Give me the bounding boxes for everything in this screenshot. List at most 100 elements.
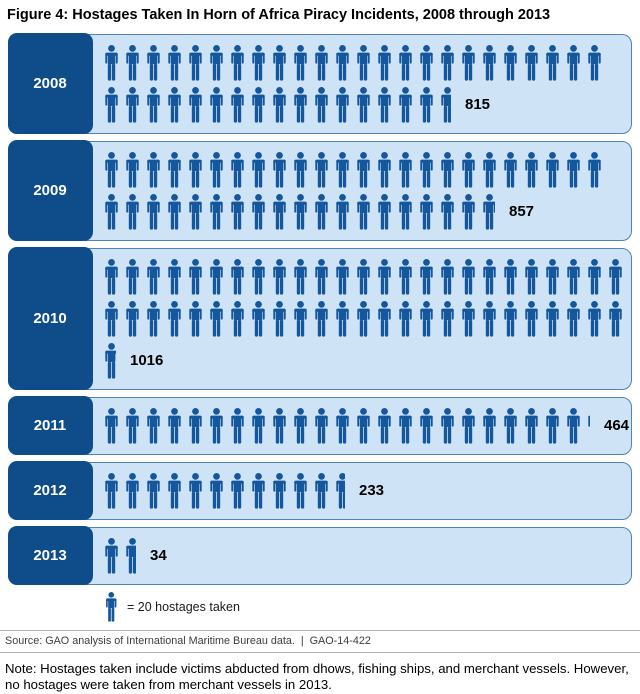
person-icon xyxy=(104,259,119,295)
person-icon xyxy=(356,408,371,444)
person-icon xyxy=(272,45,287,81)
person-icon xyxy=(104,301,119,337)
person-icon xyxy=(209,473,224,509)
person-icon xyxy=(251,194,266,230)
person-icon xyxy=(440,152,455,188)
person-icon xyxy=(398,301,413,337)
person-icon xyxy=(419,45,434,81)
person-icon xyxy=(125,408,140,444)
person-icon-partial xyxy=(104,343,116,379)
person-icon xyxy=(230,87,245,123)
year-label: 2013 xyxy=(8,526,93,585)
person-icon xyxy=(167,473,182,509)
person-icon xyxy=(167,194,182,230)
legend-label: = 20 hostages taken xyxy=(127,600,240,614)
person-icon xyxy=(209,259,224,295)
person-icon xyxy=(398,152,413,188)
person-icon xyxy=(209,152,224,188)
person-icon xyxy=(188,45,203,81)
person-icon xyxy=(209,45,224,81)
person-icon xyxy=(188,194,203,230)
icon-line xyxy=(104,152,623,188)
person-icon xyxy=(356,45,371,81)
person-icon xyxy=(188,301,203,337)
person-icon xyxy=(251,259,266,295)
person-icon xyxy=(503,152,518,188)
person-icon xyxy=(125,152,140,188)
person-icon xyxy=(293,152,308,188)
icon-area: 233 xyxy=(104,473,623,509)
person-icon xyxy=(104,538,119,574)
person-icon xyxy=(440,194,455,230)
person-icon xyxy=(314,259,329,295)
value-label: 857 xyxy=(509,203,534,220)
figure-title: Figure 4: Hostages Taken In Horn of Afri… xyxy=(7,7,632,24)
person-icon xyxy=(461,301,476,337)
person-icon xyxy=(146,259,161,295)
person-icon xyxy=(251,45,266,81)
person-icon xyxy=(314,152,329,188)
person-icon xyxy=(251,408,266,444)
person-icon xyxy=(440,45,455,81)
person-icon xyxy=(377,152,392,188)
person-icon xyxy=(293,473,308,509)
person-icon xyxy=(419,87,434,123)
person-icon xyxy=(503,408,518,444)
person-icon xyxy=(566,301,581,337)
person-icon xyxy=(146,45,161,81)
person-icon xyxy=(482,259,497,295)
person-icon xyxy=(125,259,140,295)
value-label: 1016 xyxy=(130,352,163,369)
person-icon xyxy=(230,408,245,444)
person-icon xyxy=(419,259,434,295)
person-icon xyxy=(608,301,623,337)
icon-line: 233 xyxy=(104,473,623,509)
icon-line: 34 xyxy=(104,538,623,574)
icon-area: 34 xyxy=(104,538,623,574)
person-icon xyxy=(335,45,350,81)
source-text: Source: GAO analysis of International Ma… xyxy=(5,635,371,647)
legend: = 20 hostages taken xyxy=(105,591,640,623)
person-icon xyxy=(545,152,560,188)
person-icon xyxy=(314,408,329,444)
person-icon xyxy=(398,194,413,230)
person-icon xyxy=(545,45,560,81)
year-label: 2010 xyxy=(8,247,93,390)
person-icon xyxy=(356,87,371,123)
icon-area: 1016 xyxy=(104,259,623,379)
icon-line: 464 xyxy=(104,408,623,444)
person-icon xyxy=(188,152,203,188)
person-icon xyxy=(146,194,161,230)
person-icon xyxy=(146,408,161,444)
person-icon xyxy=(230,301,245,337)
person-icon xyxy=(377,259,392,295)
person-icon-partial xyxy=(440,87,451,123)
person-icon xyxy=(167,408,182,444)
person-icon xyxy=(335,301,350,337)
year-label: 2011 xyxy=(8,396,93,455)
person-icon xyxy=(314,45,329,81)
person-icon xyxy=(272,408,287,444)
person-icon xyxy=(146,473,161,509)
person-icon xyxy=(398,45,413,81)
person-icon xyxy=(377,45,392,81)
person-icon xyxy=(587,301,602,337)
person-icon xyxy=(125,194,140,230)
person-icon xyxy=(125,45,140,81)
year-row: 2008 xyxy=(8,34,632,134)
person-icon xyxy=(566,259,581,295)
person-icon xyxy=(356,301,371,337)
icon-area: 857 xyxy=(104,152,623,230)
person-icon xyxy=(398,408,413,444)
person-icon xyxy=(524,152,539,188)
pictogram-chart: 2008 xyxy=(8,34,632,585)
person-icon xyxy=(587,152,602,188)
person-icon-partial xyxy=(125,538,136,574)
person-icon xyxy=(293,87,308,123)
person-icon xyxy=(482,152,497,188)
person-icon xyxy=(209,301,224,337)
year-label: 2008 xyxy=(8,33,93,134)
person-icon xyxy=(503,45,518,81)
person-icon xyxy=(272,301,287,337)
